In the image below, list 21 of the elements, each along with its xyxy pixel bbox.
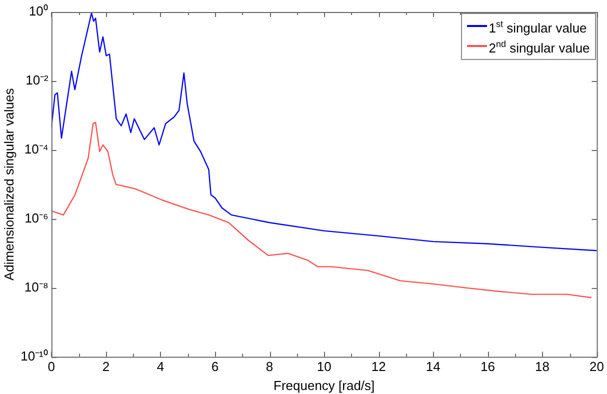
legend-label: 1$^{st}$ singular value xyxy=(488,18,587,36)
x-tick-label: 4 xyxy=(156,359,164,374)
y-axis-title: Adimensionalized singular values xyxy=(1,88,16,281)
x-tick-label: 18 xyxy=(535,359,550,374)
x-tick-label: 8 xyxy=(266,359,274,374)
x-tick-label: 12 xyxy=(371,359,386,374)
x-axis-title: Frequency [rad/s] xyxy=(274,378,375,393)
x-tick-label: 20 xyxy=(590,359,604,374)
x-tick-label: 0 xyxy=(48,359,56,374)
x-tick-label: 14 xyxy=(426,359,440,374)
y-tick-label: 10⁻⁴ xyxy=(24,142,48,156)
y-tick-label: 10⁰ xyxy=(28,4,48,19)
x-tick-label: 10 xyxy=(316,359,332,374)
legend-label: 2$^{nd}$ singular value xyxy=(488,38,590,57)
y-tick-label: 10⁻¹⁰ xyxy=(20,348,48,364)
y-tick-label: 10⁻⁸ xyxy=(24,279,48,294)
x-tick-label: 16 xyxy=(480,359,495,374)
x-tick-label: 2 xyxy=(102,359,110,374)
x-tick-label: 6 xyxy=(211,359,219,374)
y-tick-label: 10⁻⁶ xyxy=(24,210,48,226)
y-tick-label: 10⁻² xyxy=(26,72,50,88)
